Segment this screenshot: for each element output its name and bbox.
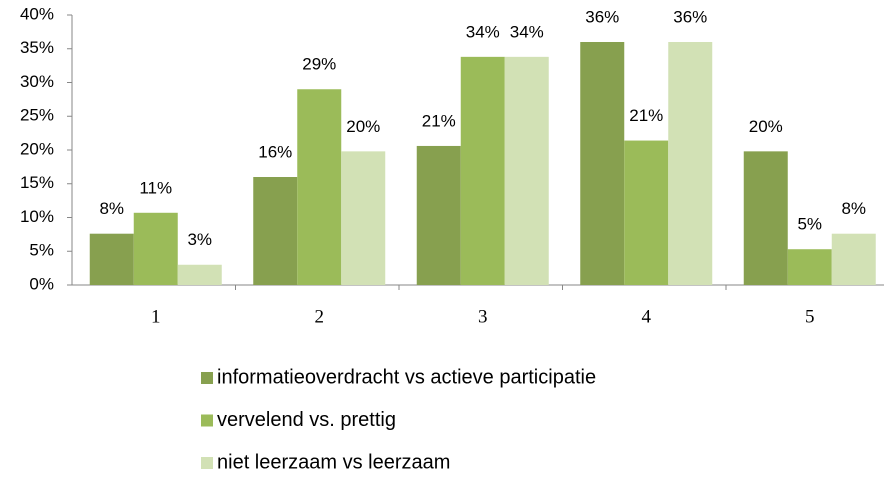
y-tick-label: 30% [20,72,54,91]
y-tick-label: 35% [20,38,54,57]
value-label: 16% [258,142,292,161]
value-label: 21% [422,111,456,130]
value-label: 34% [510,22,544,41]
legend-swatch [201,457,213,469]
value-label: 11% [139,178,172,197]
y-tick-label: 15% [20,173,54,192]
y-tick-label: 20% [20,139,54,158]
value-label: 8% [841,199,866,218]
x-tick-label: 3 [478,306,488,327]
bar [580,42,625,285]
bar [297,89,342,285]
value-label: 20% [346,117,380,136]
bar [831,233,876,285]
bar [504,56,549,285]
bar [743,151,788,285]
x-tick-label: 5 [805,306,815,327]
value-label: 36% [673,7,707,26]
bar [416,145,461,285]
x-tick-label: 2 [315,306,325,327]
bar [460,56,505,285]
bar [89,233,134,285]
bar [668,42,713,285]
x-tick-label: 4 [642,306,652,327]
value-label: 21% [629,106,663,125]
bar [341,151,386,285]
y-tick-label: 5% [29,241,54,260]
bar [253,177,298,285]
legend-label: niet leerzaam vs leerzaam [217,451,450,473]
value-label: 3% [187,230,212,249]
bar [787,249,832,285]
y-tick-label: 25% [20,106,54,125]
value-label: 34% [466,22,500,41]
value-label: 8% [99,199,124,218]
y-tick-label: 10% [20,207,54,226]
bar [133,212,178,285]
legend-swatch [201,414,213,427]
legend-label: vervelend vs. prettig [217,409,396,431]
value-label: 36% [585,7,619,26]
x-tick-label: 1 [151,306,161,327]
value-label: 29% [302,55,336,74]
legend-swatch [201,372,213,384]
legend-label: informatieoverdracht vs actieve particip… [217,366,596,388]
y-tick-label: 40% [20,4,54,23]
bar [177,264,222,285]
value-label: 20% [749,117,783,136]
y-tick-label: 0% [29,274,54,293]
value-label: 5% [797,215,822,234]
bar [624,140,669,285]
